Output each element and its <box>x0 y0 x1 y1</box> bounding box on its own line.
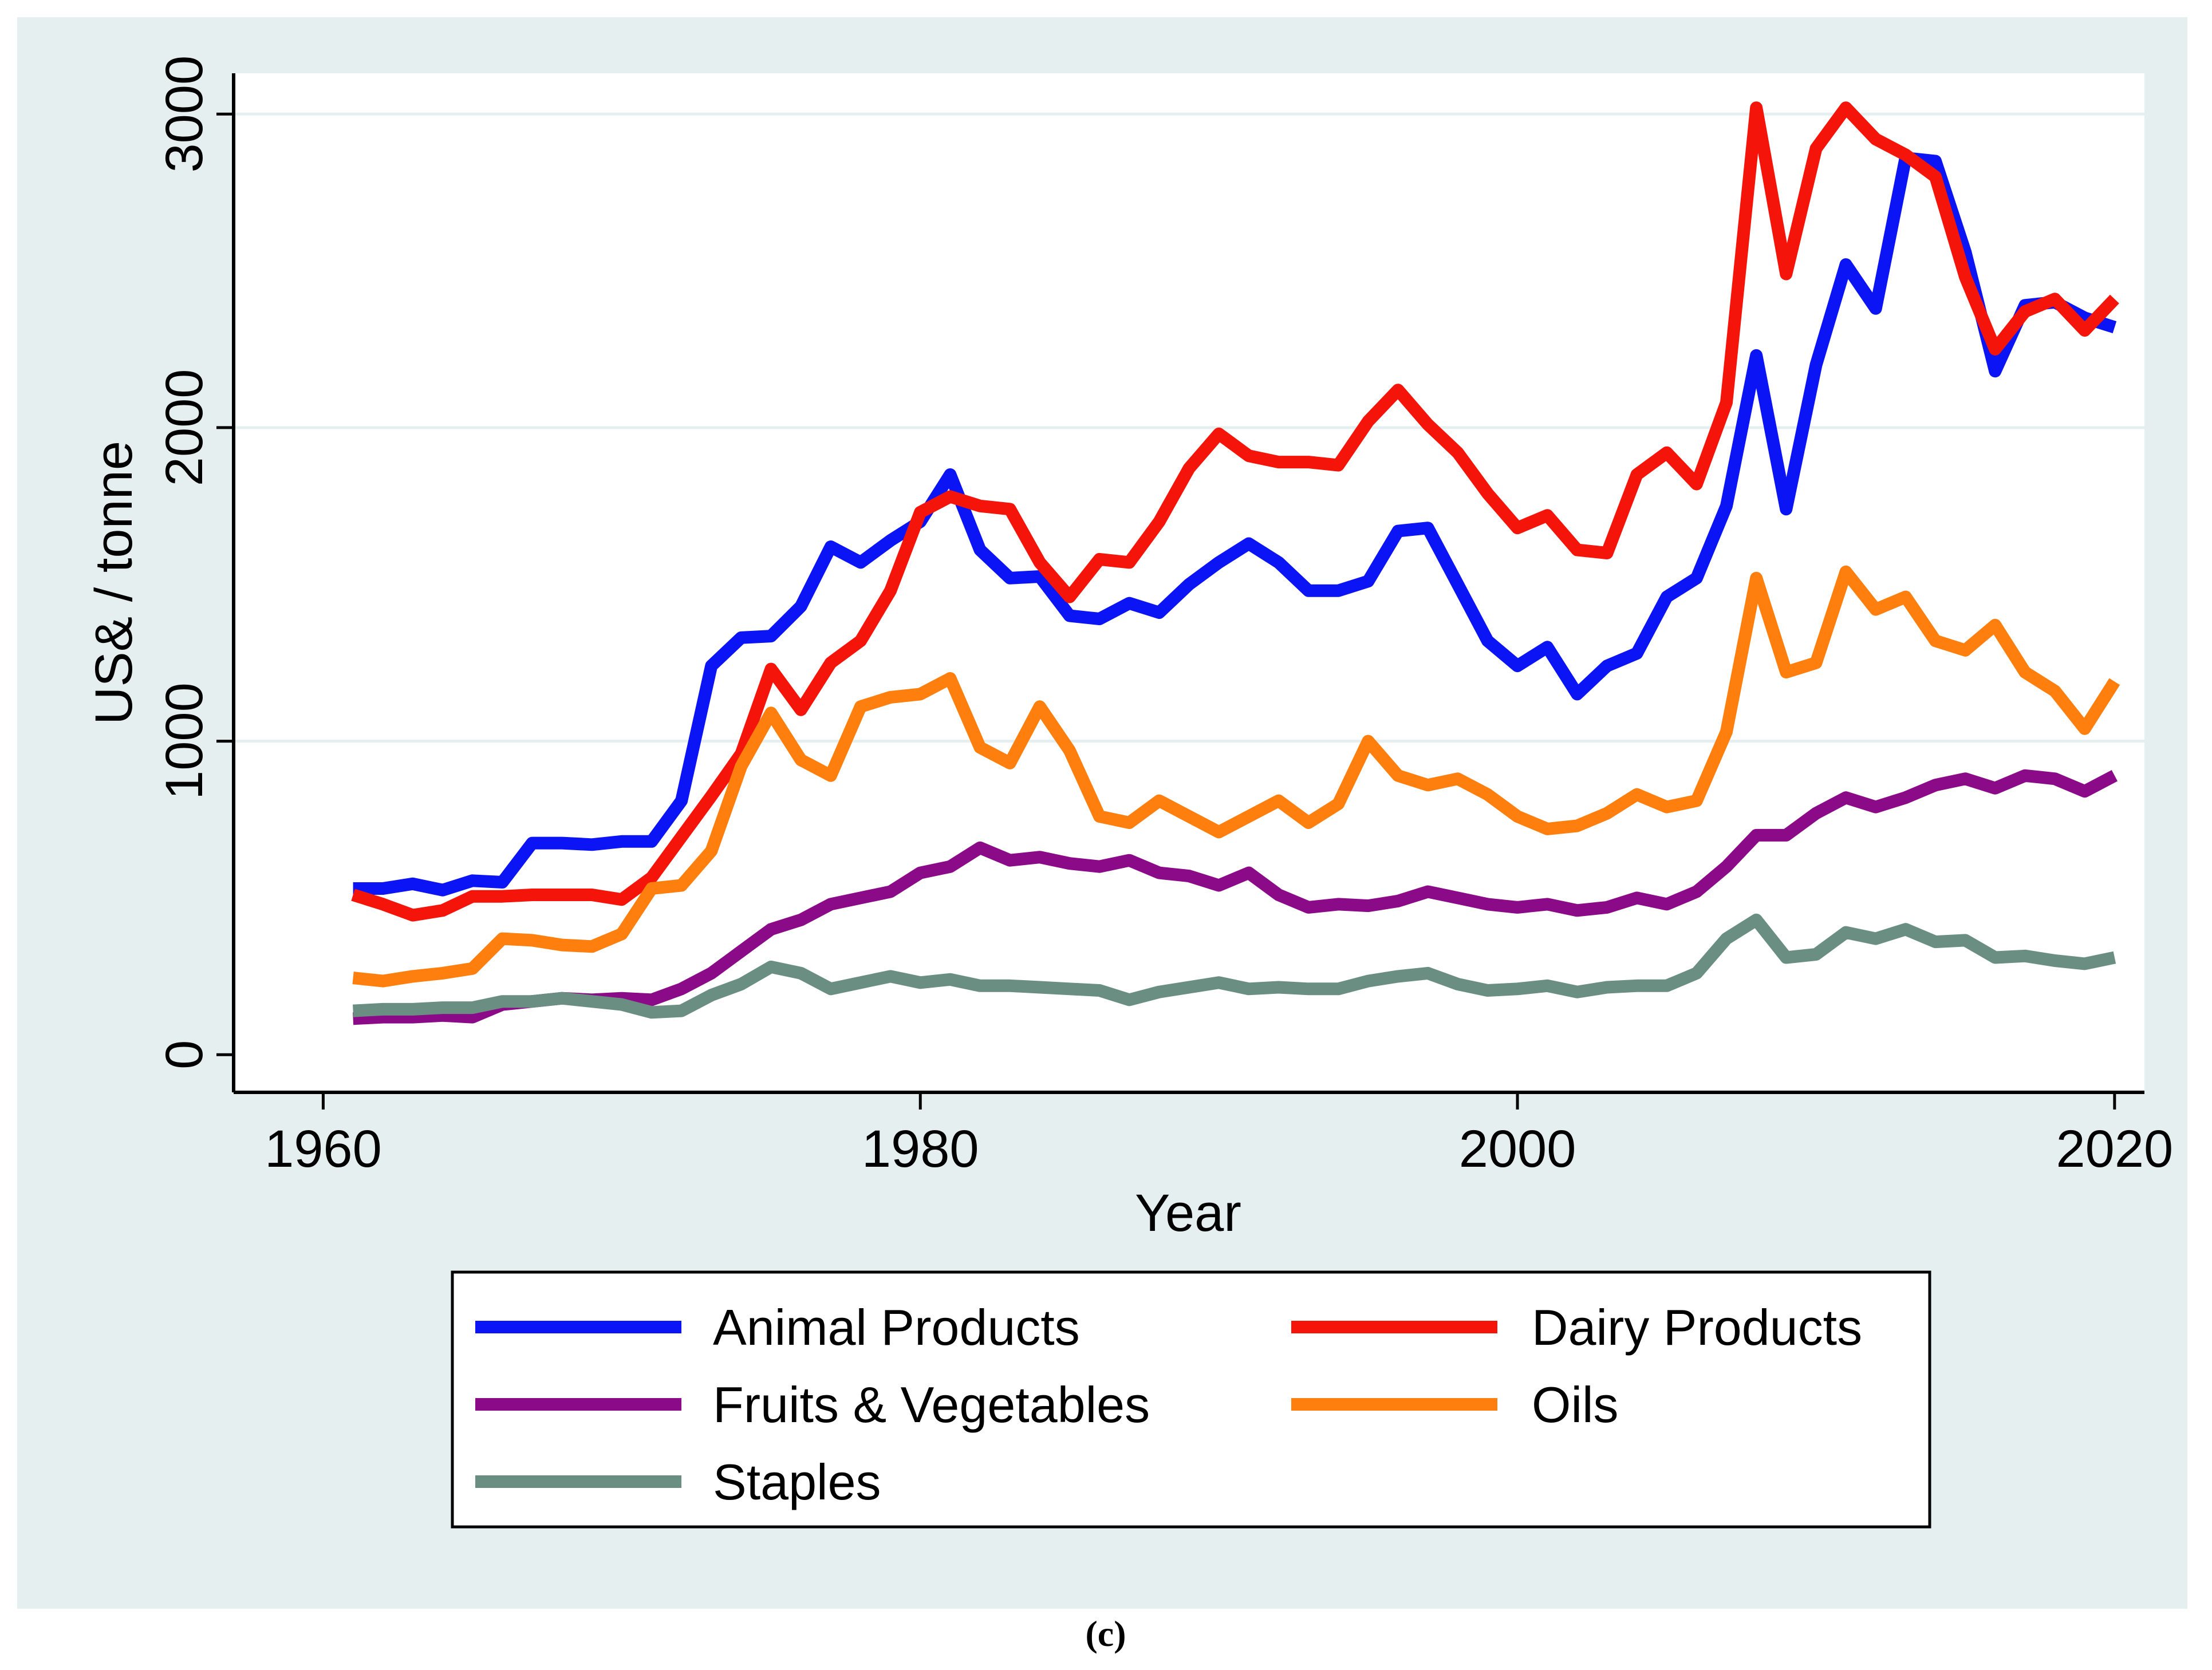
series-line-oils <box>352 565 2120 988</box>
y-tick-label: 3000 <box>155 56 214 173</box>
legend-label-dairy-products: Dairy Products <box>1532 1299 1862 1356</box>
series-line-fruits-vegetables <box>353 769 2118 1025</box>
x-axis-title: Year <box>1135 1184 1241 1242</box>
y-axis-title: US& / tonne <box>85 441 143 725</box>
series-line-dairy-products <box>351 101 2119 922</box>
legend-label-animal-products: Animal Products <box>713 1299 1080 1356</box>
series-line-animal-products <box>353 151 2117 897</box>
legend-label-oils: Oils <box>1532 1376 1619 1433</box>
y-axis-ticks: 0 1000 2000 3000 <box>155 56 234 1069</box>
x-tick-label: 1980 <box>862 1120 979 1178</box>
legend: Animal Products Dairy Products Fruits & Ve… <box>475 1299 1862 1510</box>
figure-caption: (c) <box>1085 1613 1126 1654</box>
legend-box <box>451 1270 1931 1529</box>
series-line-staples <box>353 913 2116 1019</box>
y-tick-label: 0 <box>155 1040 214 1069</box>
y-tick-label: 2000 <box>155 369 214 487</box>
x-tick-label: 2020 <box>2056 1120 2174 1178</box>
grid-lines <box>234 112 2144 743</box>
x-axis-ticks: 1960 1980 2000 2020 <box>265 1092 2173 1178</box>
x-tick-label: 1960 <box>265 1120 382 1178</box>
x-tick-label: 2000 <box>1459 1120 1576 1178</box>
series-lines <box>351 101 2120 1025</box>
legend-label-fruits-vegetables: Fruits & Vegetables <box>713 1376 1150 1433</box>
y-tick-label: 1000 <box>155 682 214 800</box>
legend-label-staples: Staples <box>713 1454 881 1510</box>
